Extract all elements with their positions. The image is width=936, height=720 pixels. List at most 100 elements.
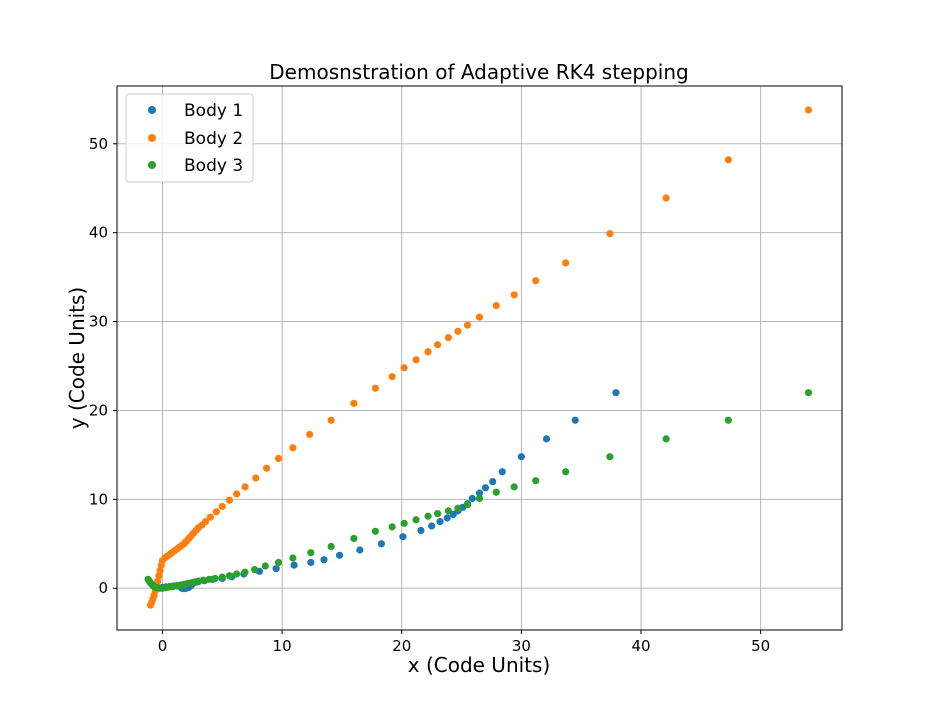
point-body-2 — [233, 490, 241, 498]
point-body-1 — [428, 522, 436, 530]
point-body-3 — [424, 512, 432, 520]
x-tick-label: 50 — [751, 637, 770, 655]
point-body-1 — [571, 416, 579, 424]
point-body-3 — [724, 416, 732, 424]
point-body-1 — [356, 546, 364, 554]
point-body-2 — [454, 327, 462, 335]
series-body-3 — [144, 389, 813, 592]
point-body-3 — [327, 542, 335, 551]
point-body-3 — [444, 507, 452, 515]
point-body-3 — [371, 527, 380, 535]
y-tick-label: 20 — [89, 401, 108, 419]
point-body-1 — [320, 556, 328, 564]
point-body-3 — [218, 573, 226, 581]
legend: Body 1 Body 2 Body 3 — [125, 93, 254, 183]
x-axis-ticks: 0 10 20 30 40 50 — [158, 630, 770, 655]
point-body-3 — [454, 504, 462, 512]
point-body-2 — [724, 156, 732, 164]
point-body-2 — [388, 373, 396, 381]
point-body-1 — [468, 494, 476, 503]
point-body-1 — [489, 477, 497, 486]
point-body-3 — [274, 558, 283, 567]
point-body-1 — [417, 526, 425, 535]
legend-marker-body-1 — [148, 106, 156, 114]
point-body-2 — [252, 474, 260, 482]
chart-title: Demosnstration of Adaptive RK4 stepping — [269, 60, 688, 84]
legend-label-body-3: Body 3 — [184, 156, 243, 176]
point-body-3 — [463, 501, 472, 509]
x-tick-label: 40 — [631, 637, 650, 655]
point-body-3 — [388, 523, 396, 531]
y-tick-label: 10 — [89, 490, 108, 508]
y-tick-label: 50 — [89, 135, 108, 153]
y-axis-label: y (Code Units) — [65, 287, 89, 430]
point-body-3 — [510, 483, 518, 491]
point-body-2 — [510, 291, 518, 299]
point-body-3 — [412, 516, 420, 524]
point-body-1 — [498, 468, 506, 476]
x-tick-label: 0 — [158, 637, 168, 655]
point-body-2 — [492, 301, 500, 310]
point-body-2 — [274, 454, 283, 463]
point-body-2 — [424, 348, 432, 356]
point-body-1 — [517, 453, 525, 461]
point-body-1 — [542, 435, 551, 443]
point-body-2 — [225, 496, 234, 504]
point-body-1 — [272, 565, 280, 573]
point-body-2 — [606, 229, 614, 238]
point-body-3 — [233, 570, 241, 578]
x-tick-label: 20 — [392, 637, 411, 655]
point-body-3 — [532, 477, 540, 485]
point-body-3 — [289, 554, 297, 562]
point-body-1 — [377, 540, 385, 548]
point-body-3 — [261, 562, 269, 570]
data-points — [144, 106, 813, 609]
point-body-2 — [532, 277, 540, 285]
point-body-3 — [199, 576, 207, 584]
point-body-3 — [804, 389, 813, 397]
point-body-2 — [206, 513, 214, 521]
x-tick-label: 10 — [273, 637, 292, 655]
x-tick-label: 30 — [512, 637, 531, 655]
legend-label-body-1: Body 1 — [184, 101, 243, 121]
point-body-2 — [241, 483, 249, 491]
point-body-2 — [212, 508, 220, 516]
point-body-3 — [205, 575, 213, 583]
legend-label-body-2: Body 2 — [184, 129, 243, 149]
point-body-3 — [241, 568, 249, 576]
point-body-2 — [306, 430, 314, 439]
point-body-1 — [481, 484, 490, 492]
point-body-2 — [804, 106, 813, 114]
point-body-3 — [400, 519, 408, 527]
point-body-2 — [262, 464, 271, 472]
point-body-3 — [211, 574, 219, 583]
legend-marker-body-3 — [148, 161, 156, 169]
series-body-2 — [146, 106, 813, 609]
point-body-1 — [475, 489, 484, 497]
y-tick-label: 0 — [98, 579, 108, 597]
point-body-2 — [218, 502, 226, 511]
point-body-3 — [307, 549, 315, 557]
y-axis-ticks: 0 10 20 30 40 50 — [89, 135, 117, 597]
point-body-2 — [662, 194, 670, 202]
point-body-2 — [412, 356, 420, 364]
x-axis-label: x (Code Units) — [408, 653, 551, 677]
point-body-3 — [250, 565, 259, 574]
point-body-2 — [562, 259, 570, 267]
point-body-2 — [434, 341, 442, 349]
point-body-3 — [434, 509, 442, 518]
point-body-1 — [436, 517, 444, 526]
point-body-2 — [444, 333, 452, 342]
point-body-2 — [400, 364, 408, 372]
point-body-2 — [371, 384, 380, 392]
point-body-1 — [612, 389, 620, 397]
point-body-3 — [606, 453, 614, 461]
point-body-2 — [201, 517, 210, 526]
point-body-3 — [492, 488, 500, 496]
legend-box — [125, 93, 254, 183]
plot-frame — [116, 85, 843, 631]
y-tick-label: 30 — [89, 313, 108, 331]
point-body-2 — [289, 444, 297, 452]
point-body-3 — [662, 435, 670, 443]
